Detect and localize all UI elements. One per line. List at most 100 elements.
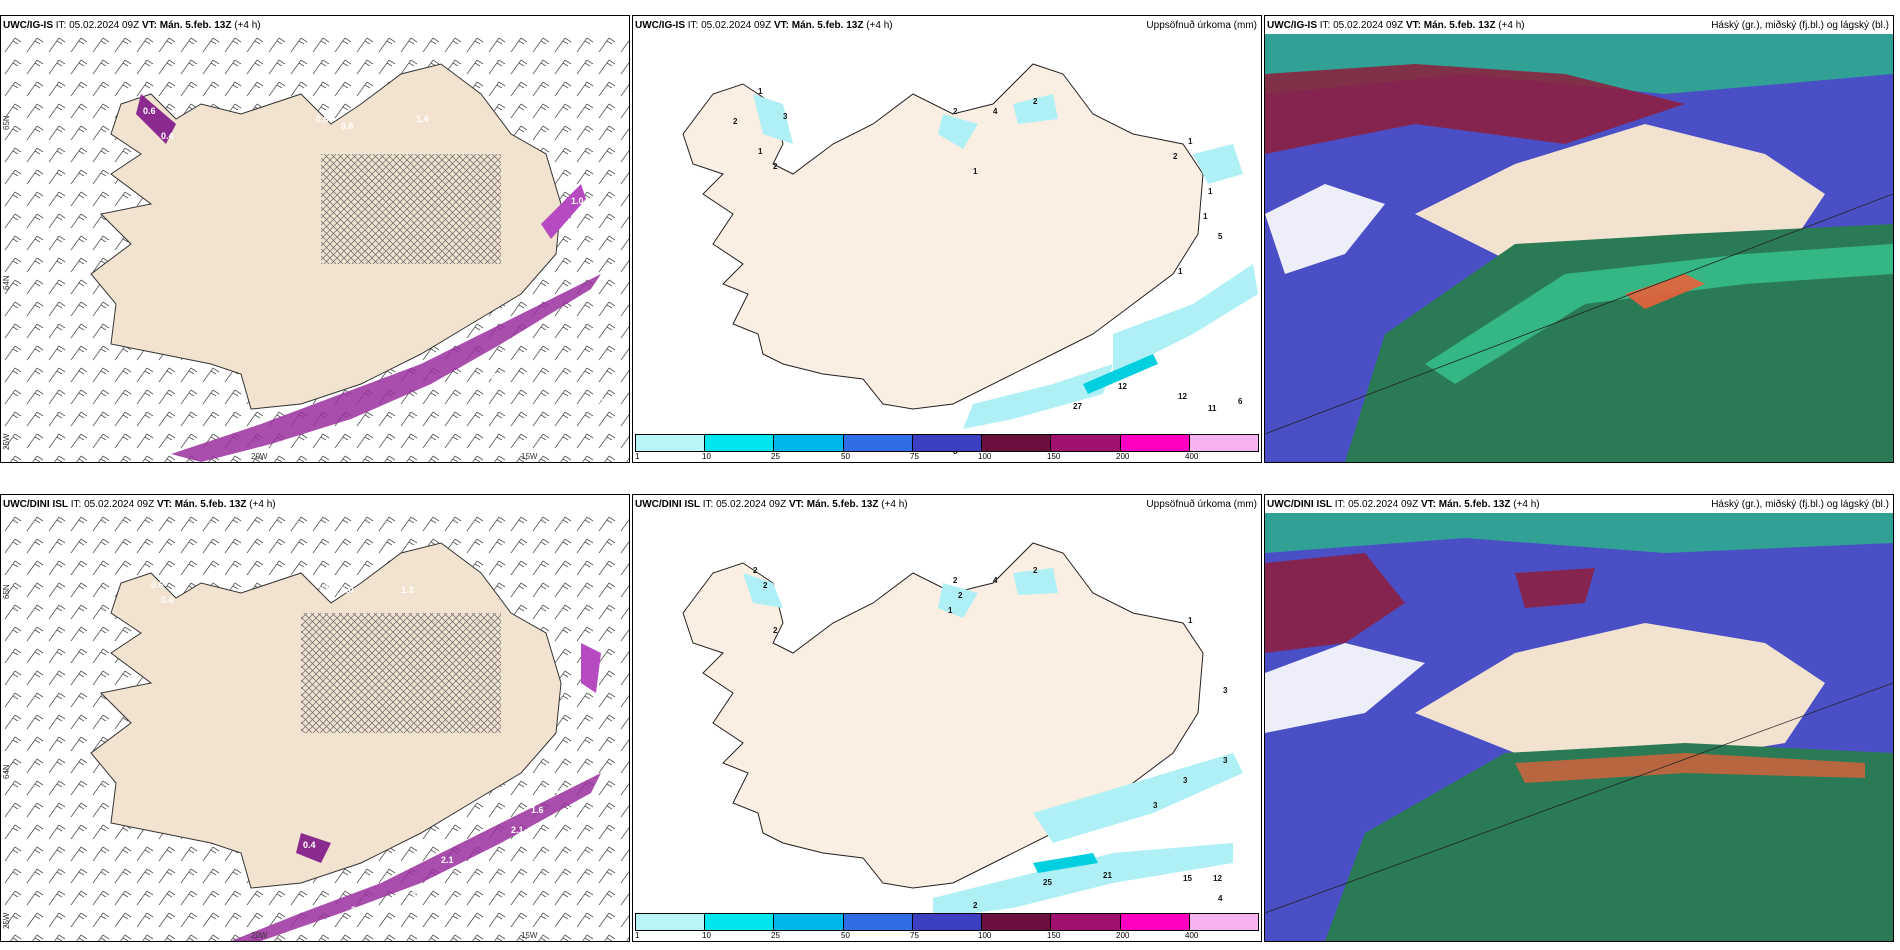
precip-core: [1083, 354, 1158, 394]
cloud-low-north: [1265, 64, 1685, 154]
value-label: 0.8: [316, 114, 329, 124]
panel-wind-dini: UWC/DINI ISL IT: 05.02.2024 09Z VT: Mán.…: [0, 494, 630, 942]
lon-label: 25W: [2, 433, 11, 450]
hatch-area: [301, 613, 501, 733]
panel-header: UWC/IG-IS IT: 05.02.2024 09Z VT: Mán. 5.…: [635, 20, 893, 31]
value-label: 3.4: [411, 890, 424, 900]
value-label: 2: [1033, 566, 1038, 575]
value-label: 1.0: [341, 585, 354, 595]
colorbar-label: 100: [978, 452, 992, 461]
precip-areas: [743, 568, 1243, 918]
value-label: 2.8: [491, 371, 504, 381]
value-label: 1: [758, 87, 763, 96]
colorbar-labels: 1 10 25 50 75 100 150 200 400: [635, 931, 1259, 941]
value-label: 1: [758, 147, 763, 156]
it-value: 05.02.2024 09Z: [1348, 499, 1419, 510]
lon-label: 20W: [251, 452, 268, 461]
colorbar-cell: [912, 914, 983, 930]
value-label: 0.4: [303, 840, 316, 850]
colorbar-label: 100: [978, 931, 992, 940]
map-title: Uppsöfnuð úrkoma (mm): [1146, 499, 1257, 510]
vt-label: VT:: [156, 499, 172, 510]
vt-value: Mán. 5.feb. 13Z: [1423, 20, 1496, 31]
colorbar-label: 50: [841, 452, 850, 461]
lon-label: 20W: [251, 931, 268, 940]
value-label: 2: [1173, 152, 1178, 161]
precip-band: [171, 274, 601, 462]
precip-colorbar: 1 10 25 50 75 100 150 200 400: [635, 913, 1259, 941]
value-label: 2: [1033, 97, 1038, 106]
value-label: 4: [993, 576, 998, 585]
value-label: 1.2: [441, 404, 454, 414]
colorbar-label: 25: [771, 452, 780, 461]
it-value: 05.02.2024 09Z: [69, 20, 140, 31]
colorbar-label: 50: [841, 931, 850, 940]
vt-value: Mán. 5.feb. 13Z: [806, 499, 879, 510]
value-label: 1.3: [401, 585, 414, 595]
cloud-low-north: [1515, 568, 1595, 608]
panel-precip-dini: UWC/DINI ISL IT: 05.02.2024 09Z VT: Mán.…: [632, 494, 1262, 942]
value-label: 1: [1188, 616, 1193, 625]
cloud-high-south: [1345, 224, 1893, 462]
panel-precip-igis: UWC/IG-IS IT: 05.02.2024 09Z VT: Mán. 5.…: [632, 15, 1262, 463]
clear-area: [1265, 643, 1425, 733]
hatch-area: [321, 154, 501, 264]
lat-label: 65N: [2, 584, 11, 599]
colorbar-label: 10: [702, 452, 711, 461]
vt-label: VT:: [773, 20, 789, 31]
colorbar-cell: [705, 435, 775, 451]
lead-time: (+4 h): [881, 499, 908, 510]
lead-time: (+4 h): [234, 20, 261, 31]
panel-cloud-igis: UWC/IG-IS IT: 05.02.2024 09Z VT: Mán. 5.…: [1264, 15, 1894, 463]
colorbar-cell: [982, 914, 1052, 930]
iceland-land: [682, 63, 1204, 410]
value-label: 3: [1223, 686, 1228, 695]
it-label: IT:: [1334, 499, 1346, 510]
colorbar-cell: [774, 914, 844, 930]
vt-value: Mán. 5.feb. 13Z: [159, 20, 232, 31]
cloud-map: [1265, 513, 1893, 941]
value-label: 1: [1178, 267, 1183, 276]
it-label: IT:: [702, 499, 714, 510]
precip-streak: [541, 184, 586, 239]
value-label: 1: [973, 167, 978, 176]
value-label: 1: [1188, 137, 1193, 146]
vt-value: Mán. 5.feb. 13Z: [174, 499, 247, 510]
colorbar-cells: [635, 913, 1259, 931]
cloud-low-west: [1265, 553, 1405, 653]
vt-value: Mán. 5.feb. 13Z: [1438, 499, 1511, 510]
lon-label: 25W: [2, 912, 11, 929]
colorbar-cells: [635, 434, 1259, 452]
value-label: 2: [953, 576, 958, 585]
grid-labels: 65N 64N 25W 20W 15W: [2, 115, 538, 461]
value-label: 3.0: [521, 356, 534, 366]
value-label: 25: [1043, 878, 1052, 887]
value-label: 2: [773, 626, 778, 635]
precip-colorbar: 1 10 25 50 75 100 150 200 400: [635, 434, 1259, 461]
value-label: 4: [1218, 894, 1223, 903]
cloud-high-top: [1265, 34, 1893, 94]
colorbar-label: 200: [1116, 931, 1130, 940]
lat-label: 64N: [2, 764, 11, 779]
model-name: UWC/DINI ISL: [1267, 499, 1332, 510]
value-label: 3: [1153, 801, 1158, 810]
model-name: UWC/DINI ISL: [635, 499, 700, 510]
colorbar-cell: [636, 435, 706, 451]
colorbar-cell: [912, 435, 983, 451]
precip-streak: [581, 643, 601, 693]
colorbar-cell: [705, 914, 775, 930]
clear-area: [1265, 184, 1385, 274]
colorbar-cell: [1120, 435, 1190, 451]
map-line: [1265, 682, 1893, 914]
vt-label: VT:: [141, 20, 157, 31]
it-label: IT:: [1319, 20, 1331, 31]
value-label: 2: [733, 117, 738, 126]
map-title: Háský (gr.), miðský (fj.bl.) og lágský (…: [1711, 499, 1889, 510]
it-label: IT:: [70, 499, 82, 510]
colorbar-label: 200: [1116, 452, 1130, 461]
value-label: 2.3: [351, 905, 364, 915]
value-label: 0.4: [316, 580, 329, 590]
panel-header: UWC/DINI ISL IT: 05.02.2024 09Z VT: Mán.…: [3, 499, 276, 510]
colorbar-cell: [774, 435, 844, 451]
cloud-high-edge: [1425, 244, 1893, 384]
